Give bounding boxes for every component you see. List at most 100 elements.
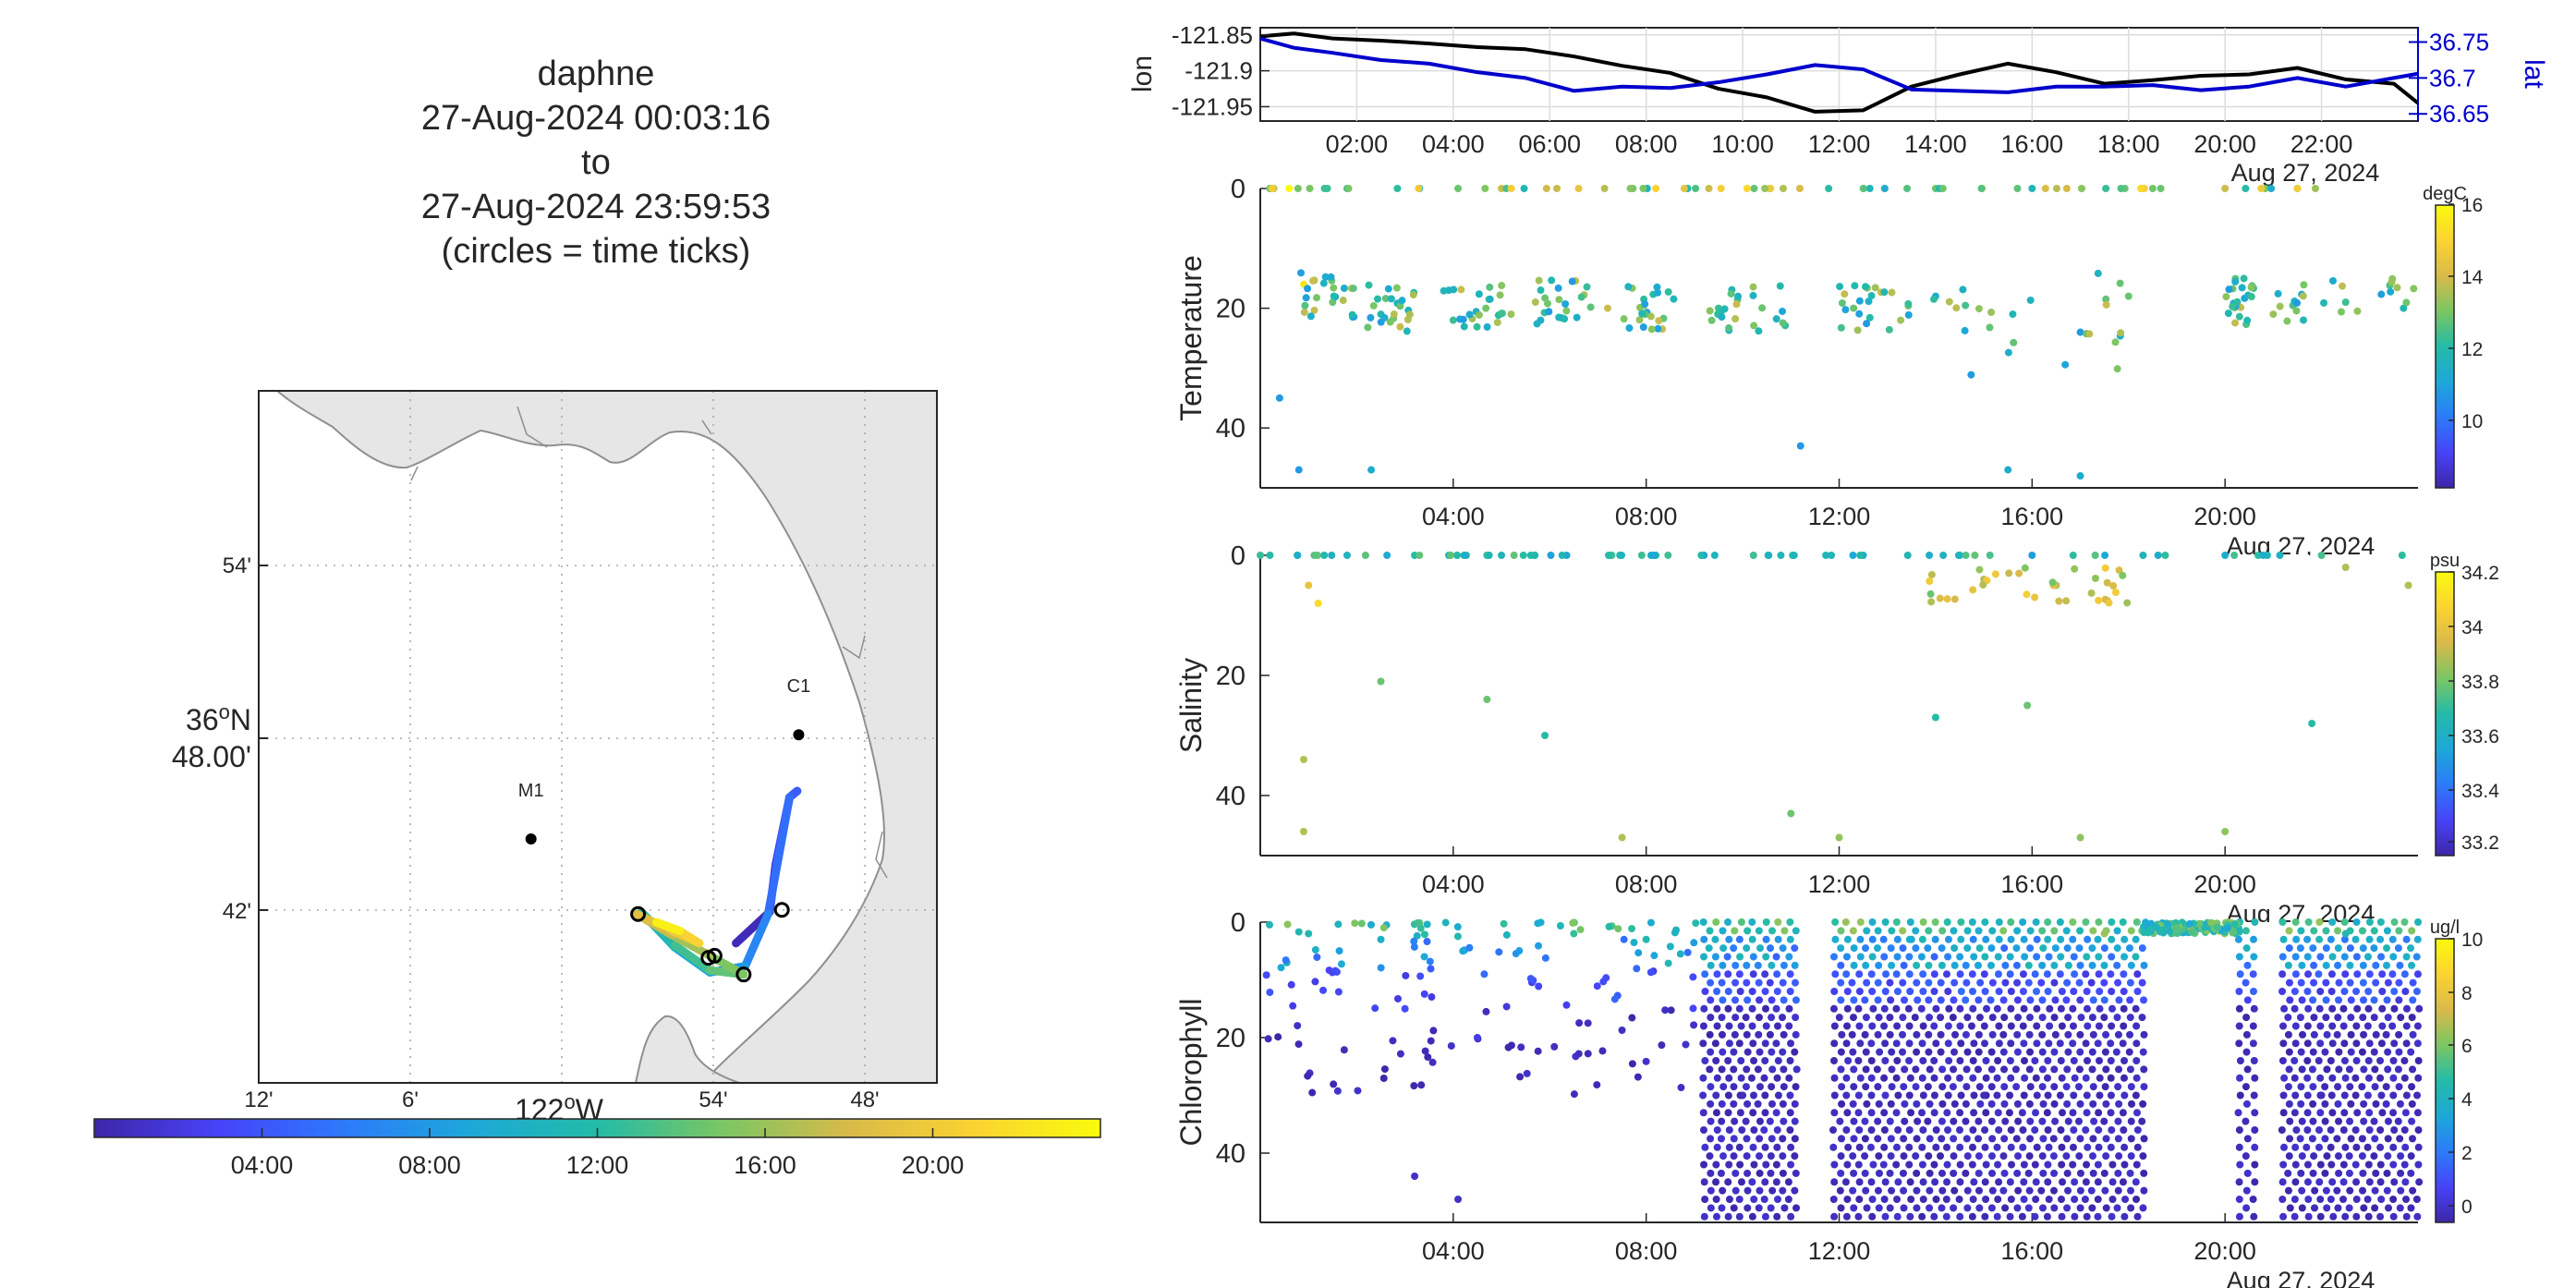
data-point [1962, 1100, 1970, 1108]
data-point [1999, 927, 2008, 935]
data-point [1266, 988, 1274, 996]
data-point [1614, 925, 1622, 933]
data-point [1991, 570, 1999, 578]
data-point [2303, 1126, 2312, 1134]
data-point [1713, 1143, 1721, 1151]
data-point [2094, 935, 2102, 943]
data-point [2088, 961, 2096, 969]
data-point [1979, 580, 1987, 589]
data-point [1639, 185, 1647, 192]
data-point [2100, 930, 2108, 938]
data-point [2413, 970, 2422, 978]
data-point [2230, 552, 2239, 559]
data-point [1731, 1030, 1739, 1039]
data-point [2222, 293, 2230, 301]
data-point [1880, 1109, 1889, 1117]
data-point [1268, 185, 1276, 192]
data-point [2076, 961, 2084, 969]
data-point [1843, 1160, 1852, 1169]
data-point [1762, 918, 1770, 926]
data-point [1849, 1186, 1857, 1195]
data-point [1737, 1022, 1745, 1030]
data-point [1772, 1109, 1780, 1117]
colorbar-tick-label: 33.2 [2461, 832, 2499, 854]
data-point [1975, 1014, 1984, 1022]
data-point [2351, 1074, 2360, 1082]
data-point [2019, 970, 2027, 978]
data-point [2021, 564, 2029, 572]
data-point [2339, 1022, 2348, 1030]
colorbar-tick-label: 33.6 [2461, 726, 2499, 747]
data-point [1349, 285, 1357, 293]
data-point [2120, 970, 2128, 978]
data-point [2026, 944, 2035, 953]
data-point [2250, 1004, 2258, 1013]
data-point [1274, 1033, 1282, 1041]
data-point [1786, 1091, 1794, 1100]
data-point [1735, 970, 1744, 978]
data-point [2051, 944, 2060, 953]
data-point [2370, 1014, 2378, 1022]
data-point [2309, 1117, 2317, 1125]
data-point [1874, 1030, 1882, 1039]
data-point [2384, 1135, 2392, 1143]
data-point [2120, 1057, 2129, 1064]
data-point [2102, 1030, 2110, 1039]
data-point [1911, 1014, 1919, 1022]
data-point [2138, 978, 2146, 987]
data-point [1755, 978, 1763, 987]
data-point [2409, 978, 2417, 987]
data-point [1905, 1160, 1914, 1169]
x-tick-label: 12:00 [1808, 503, 1871, 530]
data-point [2185, 919, 2193, 928]
data-point [2315, 1143, 2323, 1151]
data-point [2298, 1117, 2306, 1125]
data-point [2019, 1022, 2027, 1030]
data-point [2140, 1030, 2148, 1039]
data-point [1945, 1004, 1953, 1013]
data-point [1772, 315, 1780, 323]
data-point [2363, 1143, 2372, 1151]
data-point [2235, 953, 2243, 961]
data-point [1937, 978, 1945, 987]
data-point [1849, 927, 1857, 935]
data-point [2346, 1186, 2354, 1195]
data-point [1774, 1091, 1782, 1100]
data-point [1354, 1087, 1362, 1095]
data-point [2315, 918, 2324, 926]
data-point [1957, 918, 1965, 926]
colorbar-tick-label: 34.2 [2461, 563, 2499, 584]
data-point [2139, 552, 2147, 559]
data-point [1767, 1152, 1775, 1160]
data-point [2114, 1169, 2122, 1177]
data-point [2235, 1196, 2243, 1203]
data-point [2242, 944, 2251, 953]
title-line: 27-Aug-2024 23:59:53 [421, 188, 771, 226]
data-point [1900, 1135, 1908, 1143]
data-point [1736, 1160, 1744, 1169]
data-point [2101, 552, 2109, 559]
data-point [1785, 1074, 1793, 1082]
data-point [1874, 1117, 1882, 1125]
data-point [2276, 302, 2284, 310]
data-point [1396, 302, 1404, 310]
data-point [1950, 1065, 1958, 1074]
data-point [2389, 1196, 2398, 1203]
data-point [1301, 301, 1309, 310]
data-point [1791, 961, 1799, 969]
data-point [1779, 944, 1787, 953]
x-tick-label: 06:00 [1518, 130, 1581, 158]
data-point [1791, 1135, 1799, 1143]
data-point [2111, 338, 2120, 346]
data-point [2291, 970, 2300, 978]
data-point [1867, 1178, 1876, 1186]
data-point [1707, 1186, 1715, 1195]
data-point [1719, 996, 1727, 1004]
data-point [2340, 1109, 2349, 1117]
data-point [2132, 1074, 2141, 1082]
data-point [2095, 953, 2103, 961]
data-point [2126, 1065, 2134, 1074]
data-point [1780, 961, 1788, 969]
data-point [2044, 1057, 2052, 1064]
data-point [2304, 970, 2313, 978]
